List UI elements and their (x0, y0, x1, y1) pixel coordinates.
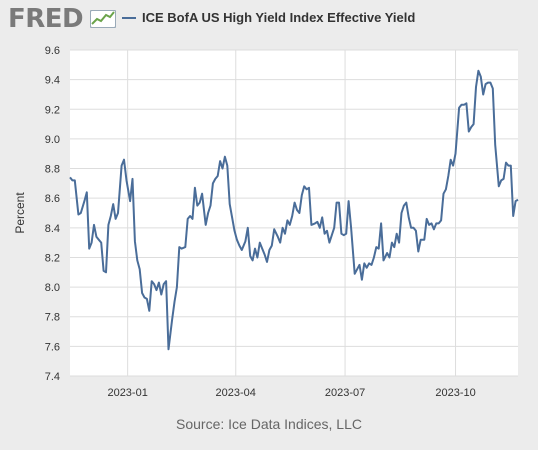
series-line (69, 69, 519, 351)
y-tick-label: 9.4 (45, 75, 60, 87)
fred-logo[interactable]: FRED (8, 4, 84, 34)
y-axis-ticks: 7.4 7.6 7.8 8.0 8.2 8.4 8.6 8.8 9.0 9.2 9.4 9.6 (45, 45, 60, 383)
y-tick-label: 8.4 (45, 223, 60, 235)
y-tick-label: 7.8 (45, 312, 60, 324)
y-tick-label: 7.4 (45, 371, 60, 383)
y-axis-label: Percent (13, 192, 27, 234)
x-tick-label: 2023-04 (216, 387, 256, 399)
y-tick-label: 8.6 (45, 193, 60, 205)
y-tick-label: 8.0 (45, 282, 60, 294)
legend-label: ICE BofA US High Yield Index Effective Y… (142, 10, 416, 25)
y-tick-label: 8.8 (45, 164, 60, 176)
y-tick-label: 7.6 (45, 341, 60, 353)
chart-header: FRED ICE BofA US High Yield Index Effect… (0, 0, 538, 40)
x-tick-label: 2023-07 (325, 387, 365, 399)
source-note: Source: Ice Data Indices, LLC (176, 416, 362, 432)
plot-area (70, 50, 518, 376)
chart-legend: ICE BofA US High Yield Index Effective Y… (122, 10, 415, 25)
x-tick-label: 2023-10 (435, 387, 475, 399)
y-tick-label: 8.2 (45, 252, 60, 264)
y-tick-label: 9.2 (45, 104, 60, 116)
grid-lines (70, 49, 518, 377)
x-tick-label: 2023-01 (107, 387, 147, 399)
y-tick-label: 9.6 (45, 45, 60, 57)
legend-swatch (122, 16, 136, 19)
y-tick-label: 9.0 (45, 134, 60, 146)
chart-line-icon (90, 10, 116, 28)
x-axis-ticks: 2023-01 2023-04 2023-07 2023-10 (107, 387, 475, 399)
